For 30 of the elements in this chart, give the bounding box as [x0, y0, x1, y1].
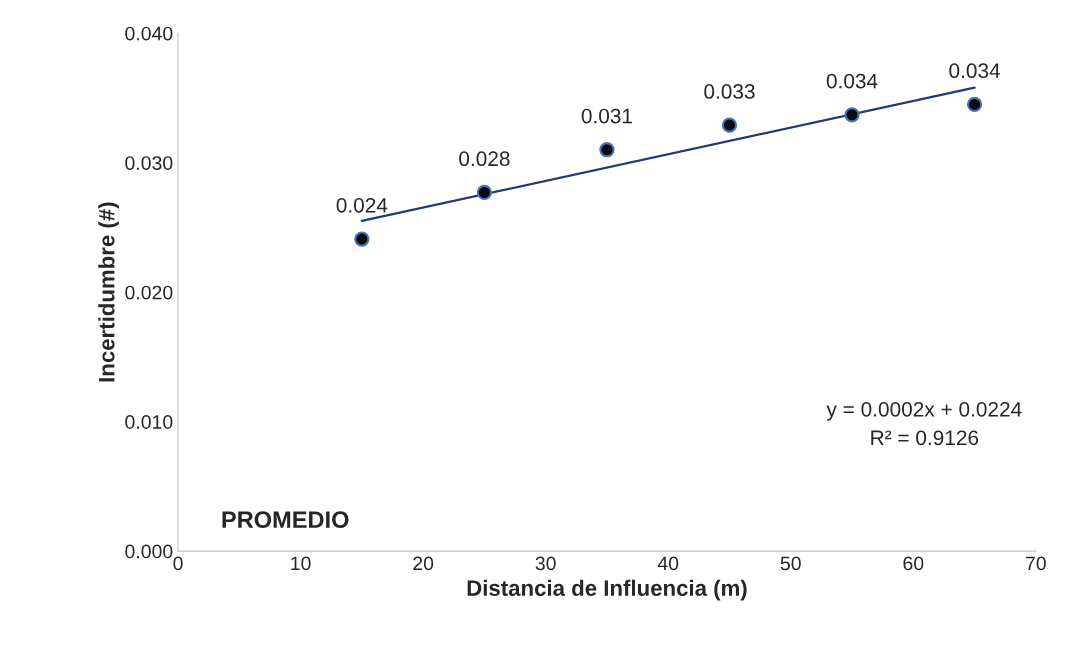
- point: [354, 231, 370, 247]
- y-tick-label: 0.020: [125, 285, 173, 300]
- annotation: PROMEDIO: [222, 511, 349, 529]
- point: [476, 184, 493, 201]
- x-tick-label: 60: [903, 556, 924, 571]
- data-label: 0.033: [704, 84, 755, 99]
- annotation: y = 0.0002x + 0.0224: [826, 401, 1022, 421]
- x-tick-label: 50: [780, 556, 801, 571]
- x-tick-label: 0: [173, 556, 183, 571]
- x-tick-label: 70: [1026, 556, 1046, 571]
- x-tick-label: 40: [657, 556, 679, 571]
- y-tick-label: 0.000: [125, 544, 173, 559]
- x-tick-label: 20: [413, 556, 434, 571]
- x-axis-title: Distancia de Influencia (m): [467, 579, 747, 601]
- y-axis-title: Incertidumbre (#): [98, 202, 119, 382]
- y-tick-label: 0.010: [125, 415, 173, 429]
- point: [599, 142, 615, 158]
- data-label: 0.034: [949, 63, 1001, 79]
- x-tick-label: 30: [535, 556, 556, 571]
- y-tick-label: 0.040: [125, 26, 173, 41]
- point: [966, 96, 983, 113]
- y-tick-label: 0.030: [125, 156, 173, 170]
- point: [721, 117, 738, 133]
- data-label: 0.028: [459, 151, 510, 167]
- data-label: 0.024: [336, 197, 388, 213]
- data-label: 0.034: [826, 73, 878, 89]
- annotation: R² = 0.9126: [871, 430, 979, 446]
- point: [844, 107, 860, 123]
- x-tick-label: 10: [291, 556, 311, 571]
- data-label: 0.031: [581, 108, 632, 124]
